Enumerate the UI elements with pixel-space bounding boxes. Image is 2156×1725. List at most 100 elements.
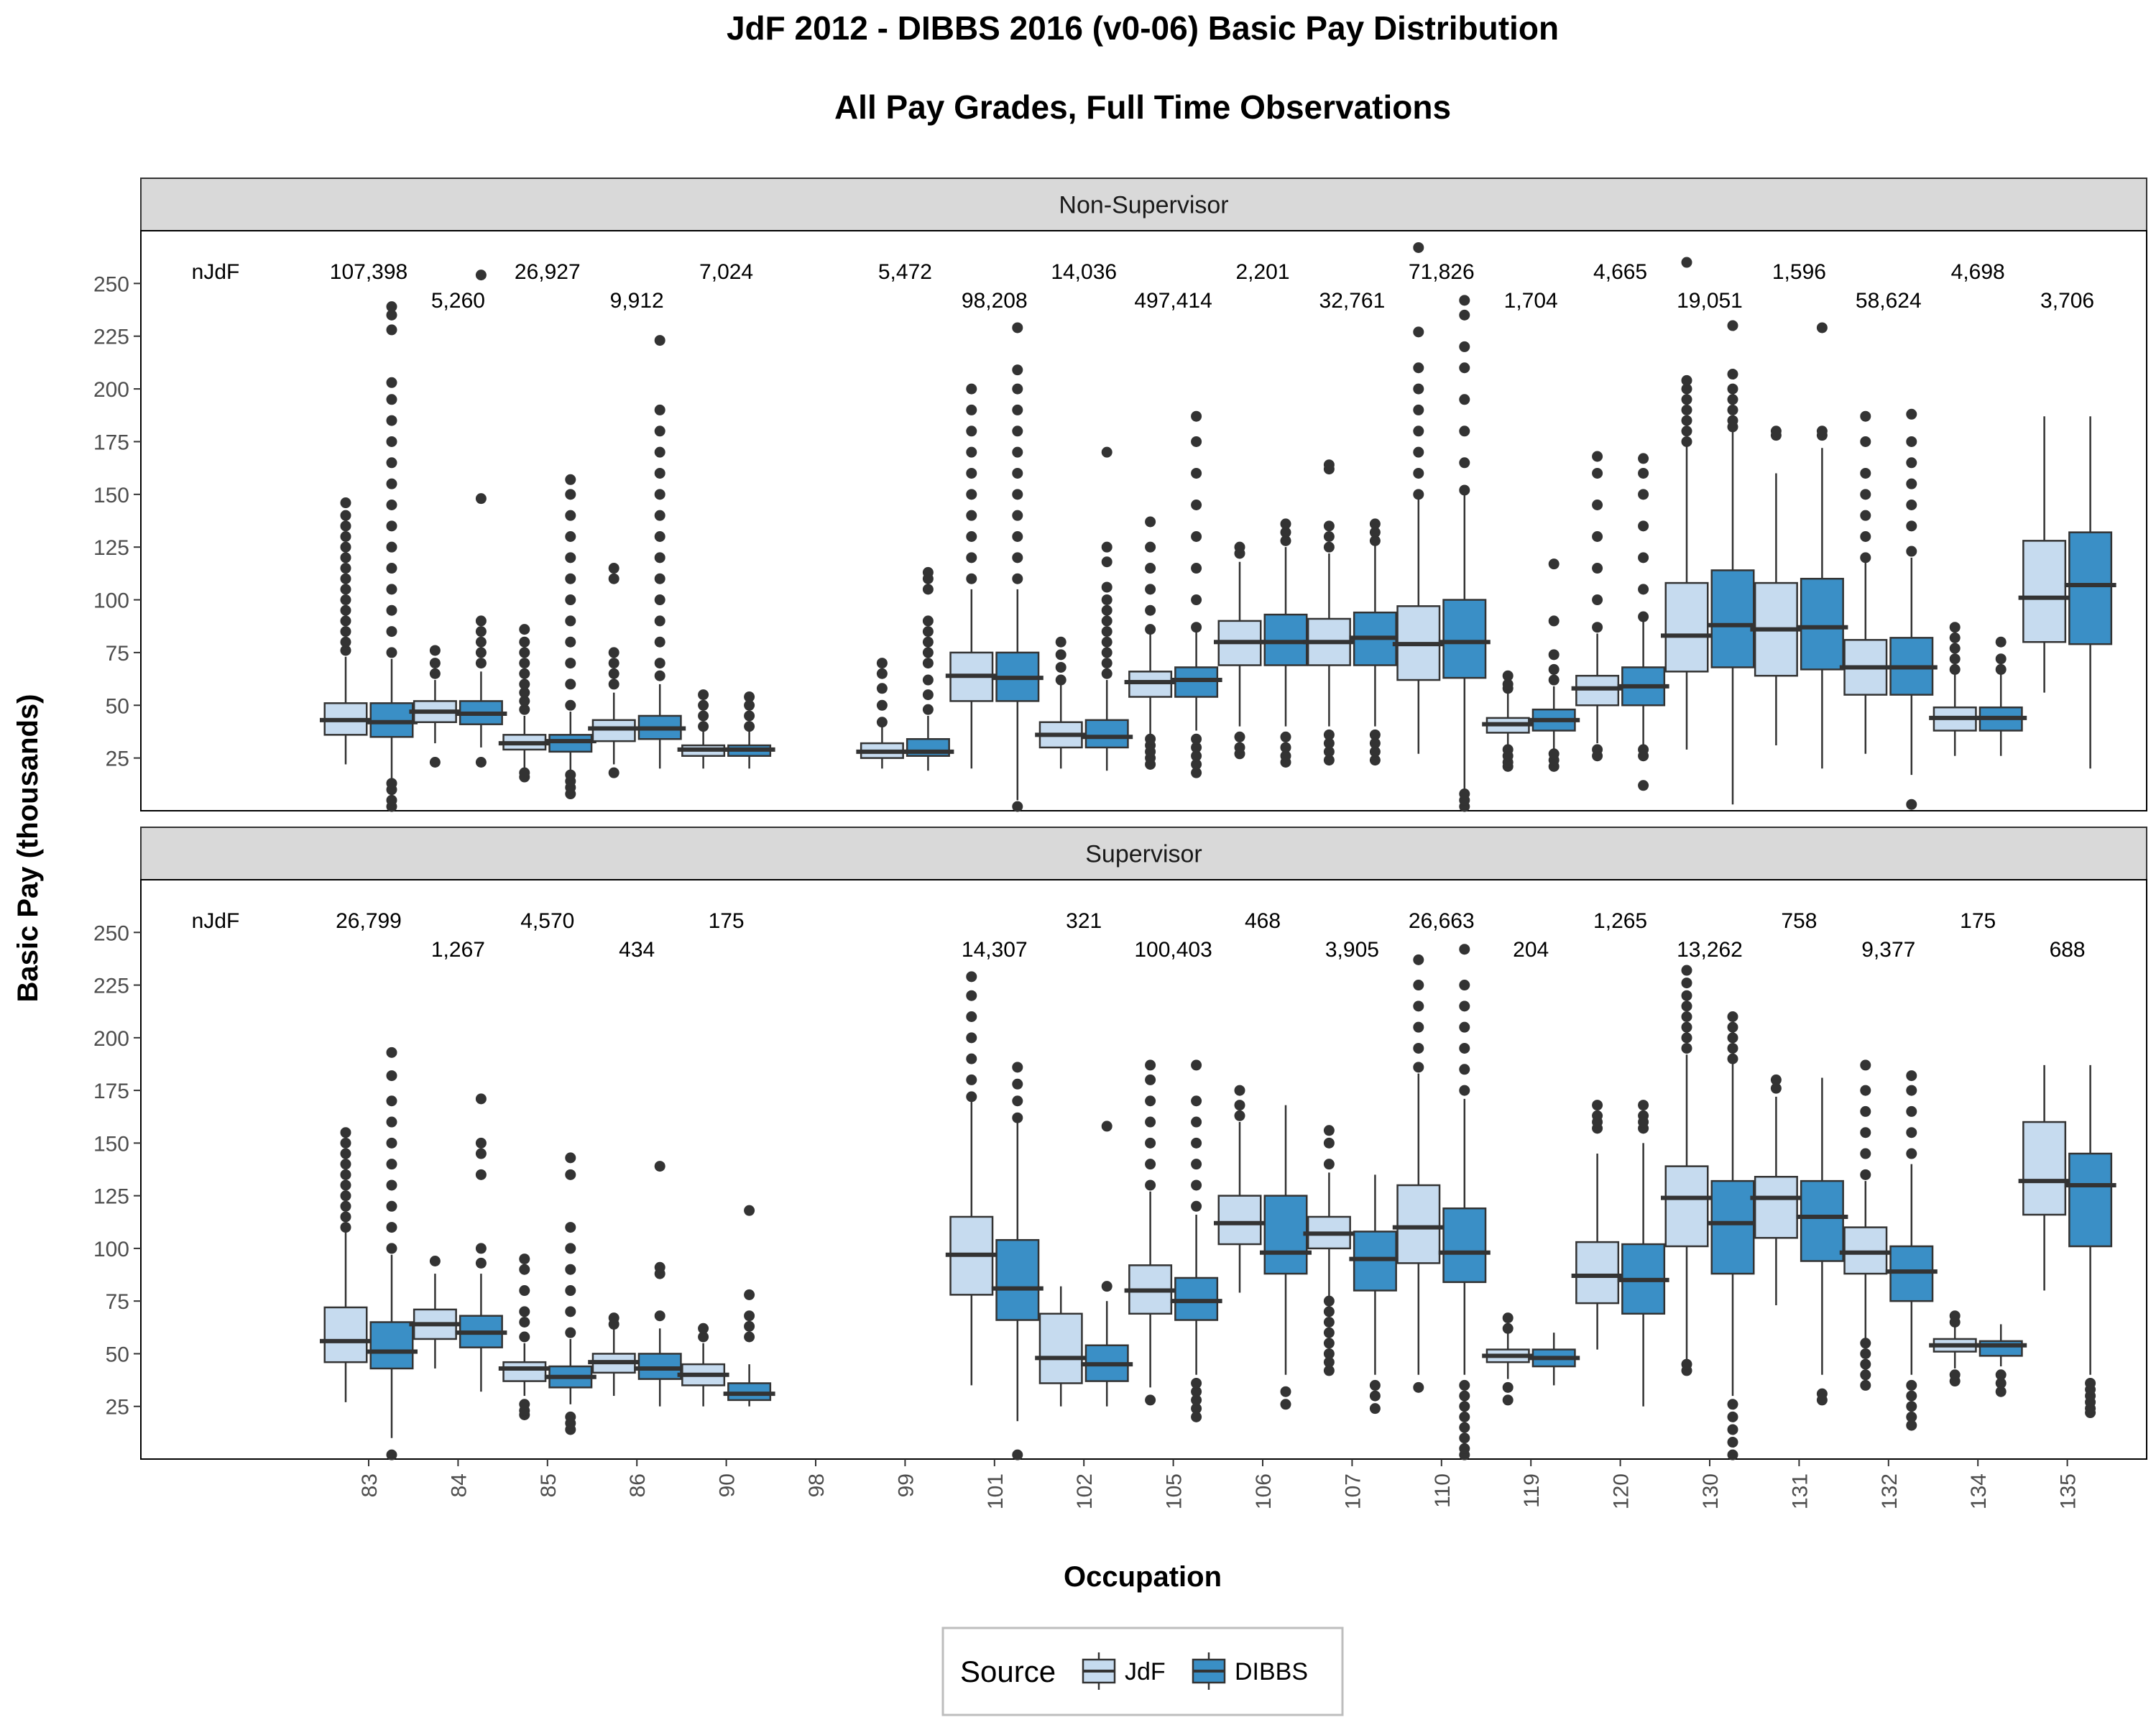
outlier-point [475,615,487,627]
outlier-point [1860,1085,1871,1096]
box-85-jdf [498,1254,550,1420]
outlier-point [1906,1401,1917,1412]
box-105-dibbs [1170,410,1222,778]
outlier-point [1145,1137,1156,1149]
outlier-point [1413,404,1424,415]
outlier-point [1681,965,1692,976]
count-label: 204 [1513,938,1549,962]
outlier-point [1548,649,1560,661]
outlier-point [654,552,665,564]
outlier-point [1906,457,1917,469]
outlier-point [565,615,576,627]
outlier-point [1101,594,1112,606]
outlier-point [654,510,665,521]
x-axis: 83 84 85 86 90 98 99 101 102 105 106 107 110 119 120 13… [358,1459,2081,1509]
box-132-dibbs [1885,1070,1938,1431]
outlier-point [966,1091,977,1103]
outlier-point [1191,1137,1202,1149]
outlier-point [698,721,709,732]
outlier-point [654,446,665,458]
outlier-point [565,552,576,564]
outlier-point [1323,1316,1335,1328]
panel-border [140,230,2147,811]
y-tick-label: 225 [93,975,129,998]
outlier-point [1012,1062,1023,1073]
outlier-point [1323,729,1335,740]
outlier-point [1012,404,1023,415]
outlier-point [565,1327,576,1338]
outlier-point [1727,404,1738,415]
outlier-point [1860,1148,1871,1159]
outlier-point [565,573,576,584]
outlier-point [744,1310,755,1322]
outlier-point [1860,1105,1871,1117]
outlier-point [1191,1200,1202,1212]
y-tick-label: 25 [106,1396,129,1420]
outlier-point [1459,426,1470,437]
outlier-point [1055,661,1067,673]
outlier-point [1681,1358,1692,1370]
outlier-point [1191,1403,1202,1414]
outlier-point [698,1322,709,1334]
x-tick-label: 105 [1163,1473,1187,1509]
outlier-point [1280,518,1291,530]
box-107-dibbs [1349,1174,1401,1414]
box-119-dibbs [1528,558,1580,772]
outlier-point [340,510,351,521]
outlier-point [1191,594,1202,606]
box-83-jdf [320,497,372,765]
box-110-dibbs [1438,295,1491,812]
outlier-point [608,647,619,658]
count-label: 7,024 [699,260,753,284]
outlier-point [654,636,665,648]
outlier-point [1191,758,1202,770]
y-tick-label: 75 [106,642,129,666]
outlier-point [608,678,619,690]
outlier-point [1459,1064,1470,1075]
outlier-point [1323,1306,1335,1317]
outlier-point [1727,1042,1738,1054]
outlier-point [1906,478,1917,489]
box-99-dibbs [902,566,954,771]
outlier-point [1995,1369,2007,1381]
outlier-point [654,467,665,479]
outlier-point [1145,624,1156,635]
box-85-dibbs [544,474,596,800]
outlier-point [1860,1369,1871,1381]
outlier-point [1592,594,1603,606]
outlier-point [1413,954,1424,965]
count-label: 758 [1781,909,1817,933]
outlier-point [1949,643,1961,654]
outlier-point [1949,632,1961,643]
outlier-point [1949,1310,1961,1322]
outlier-point [340,615,351,627]
outlier-point [744,1320,755,1332]
outlier-point [1012,1112,1023,1123]
outlier-point [1681,978,1692,989]
outlier-point [519,668,530,679]
outlier-point [922,615,934,627]
outlier-point [608,1312,619,1324]
outlier-point [1191,1095,1202,1107]
y-tick-label: 200 [93,378,129,402]
outlier-point [1727,394,1738,405]
box-131-dibbs [1796,1077,1848,1406]
x-tick-label: 106 [1252,1473,1276,1509]
box-iqr [502,1361,547,1382]
outlier-point [1502,744,1514,755]
box-101-dibbs [991,322,1044,812]
outlier-point [386,478,397,489]
outlier-point [340,497,351,509]
box-102-jdf [1035,636,1087,769]
outlier-point [876,699,888,711]
outlier-point [922,674,934,686]
outlier-point [386,584,397,595]
outlier-point [1459,1021,1470,1033]
outlier-point [1459,394,1470,405]
outlier-point [966,404,977,415]
legend-item-dibbs: DIBBS [1192,1652,1308,1690]
outlier-point [386,541,397,553]
outlier-point [1012,446,1023,458]
box-101-dibbs [991,1062,1044,1460]
outlier-point [1638,552,1649,564]
